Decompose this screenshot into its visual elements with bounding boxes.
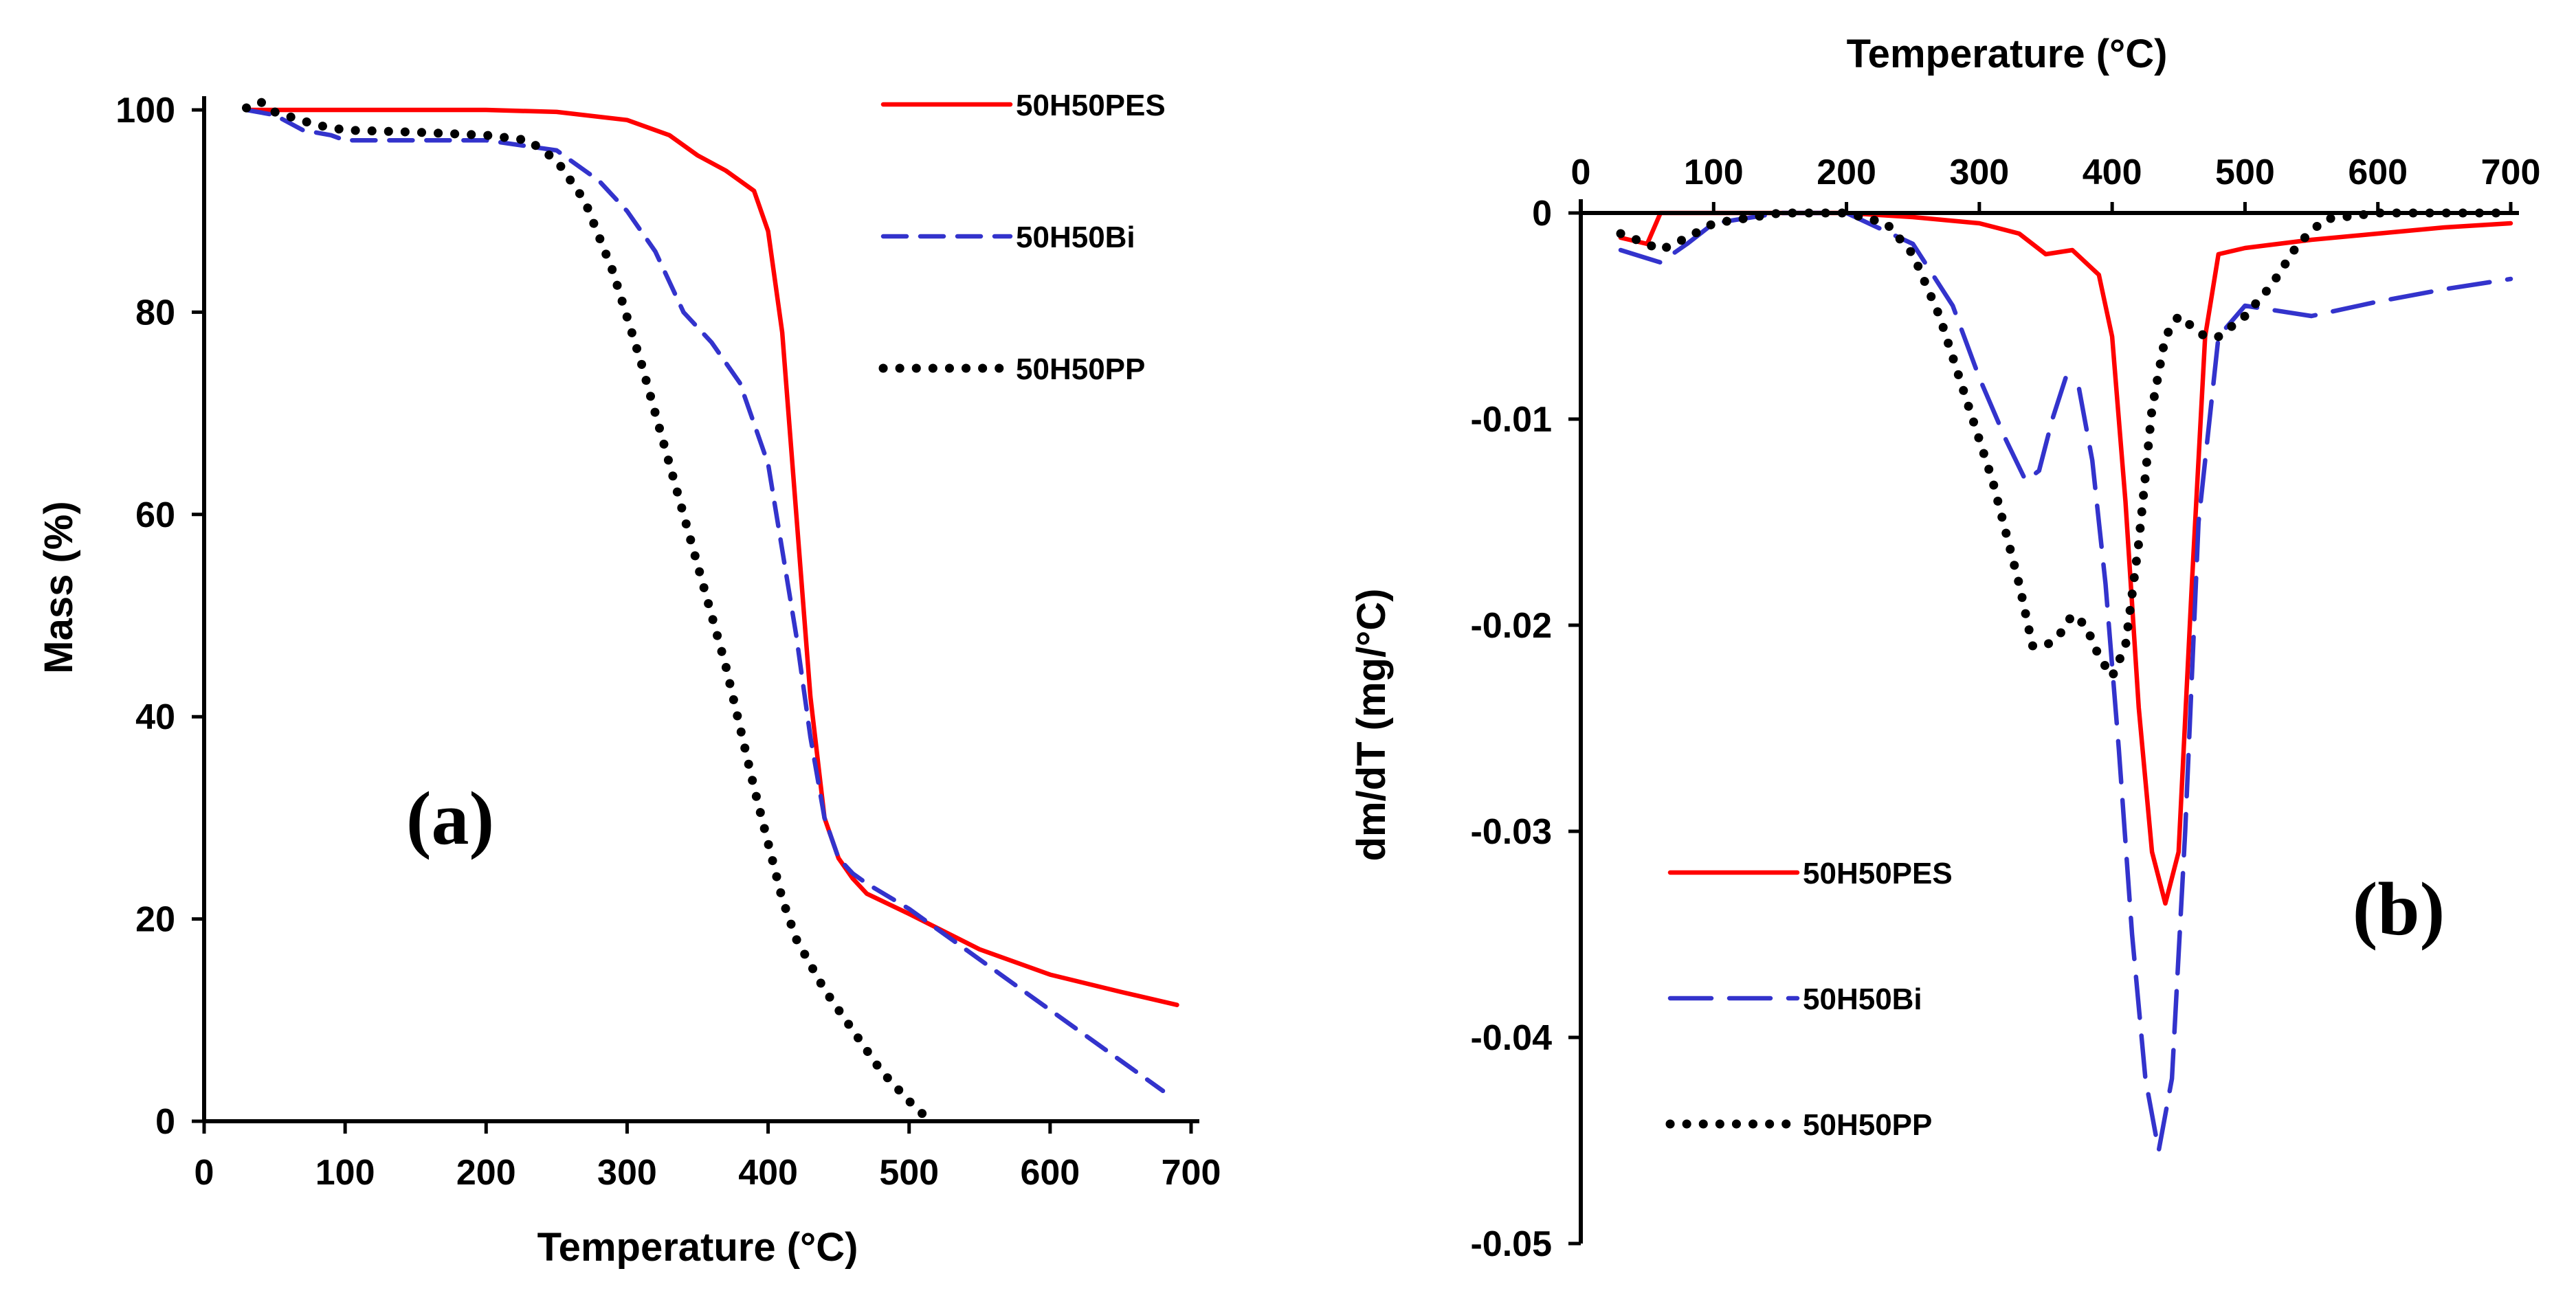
panel-b-legend-item: 50H50PP — [1665, 1108, 1932, 1142]
panel-a-legend-item: 50H50PES — [880, 89, 1166, 122]
panel-b-label: (b) — [2353, 867, 2445, 951]
panel-b-y-tick-label: -0.01 — [1470, 400, 1552, 440]
panel-b-x-tick-label: 600 — [2348, 153, 2408, 192]
panel-b-series-50h50bi — [1618, 210, 2513, 1154]
panel-b-x-axis-title: Temperature (°C) — [1847, 32, 2168, 76]
panel-a-y-tick-label: 100 — [115, 91, 175, 131]
panel-b-legend-item: 50H50Bi — [1667, 982, 1922, 1016]
panel-a-legend: 50H50PES 50H50Bi 50H50PP — [878, 89, 1166, 386]
panel-a-ticks: 0 100 200 300 400 500 600 700 0 20 40 60 80 100 — [115, 91, 1221, 1193]
panel-a-x-tick-label: 600 — [1020, 1153, 1080, 1193]
panel-a-x-tick-label: 700 — [1162, 1153, 1221, 1193]
panel-b-legend-label: 50H50PP — [1803, 1108, 1932, 1142]
panel-b-x-tick-label: 200 — [1817, 153, 1876, 192]
panel-b-y-tick-label: -0.05 — [1470, 1224, 1552, 1264]
panel-a-mass-chart: 0 100 200 300 400 500 600 700 0 20 40 60 80 100 Tempe… — [36, 89, 1221, 1270]
panel-a-x-tick-label: 500 — [879, 1153, 939, 1193]
panel-b-x-tick-label: 400 — [2083, 153, 2142, 192]
panel-a-y-axis-title: Mass (%) — [36, 501, 81, 673]
panel-a-axes — [202, 96, 1199, 1123]
panel-a-y-tick-label: 20 — [135, 900, 175, 940]
panel-a-y-tick-label: 40 — [135, 697, 175, 737]
panel-a-legend-item: 50H50Bi — [880, 221, 1135, 254]
panel-a-x-tick-label: 0 — [195, 1153, 214, 1193]
panel-b-legend-label: 50H50PES — [1803, 857, 1953, 890]
panel-a-legend-label: 50H50PES — [1016, 89, 1166, 122]
panel-b-derivative-chart: 0 100 200 300 400 500 600 700 0 -0.01 -0.02 -0.03 -0… — [1349, 32, 2540, 1264]
panel-b-y-tick-label: 0 — [1532, 194, 1552, 234]
panel-b-x-tick-label: 700 — [2481, 153, 2541, 192]
panel-b-x-tick-label: 300 — [1949, 153, 2009, 192]
panel-a-x-tick-label: 100 — [315, 1153, 375, 1193]
panel-b-y-tick-label: -0.04 — [1470, 1018, 1552, 1058]
panel-a-label: (a) — [406, 776, 494, 860]
panel-b-ticks: 0 100 200 300 400 500 600 700 0 -0.01 -0.02 -0.03 -0… — [1470, 153, 2540, 1264]
panel-a-x-tick-label: 400 — [738, 1153, 798, 1193]
panel-a-legend-label: 50H50Bi — [1016, 221, 1135, 254]
panel-b-y-tick-label: -0.03 — [1470, 812, 1552, 852]
panel-a-x-tick-label: 300 — [597, 1153, 657, 1193]
panel-a-y-tick-label: 60 — [135, 495, 175, 535]
panel-b-x-tick-label: 100 — [1684, 153, 1744, 192]
panel-b-y-tick-label: -0.02 — [1470, 606, 1552, 646]
panel-b-legend: 50H50PES 50H50Bi 50H50PP — [1665, 857, 1953, 1142]
panel-b-axes — [1579, 199, 2519, 1244]
panel-b-y-axis-title: dm/dT (mg/°C) — [1349, 589, 1394, 862]
panel-a-series-group — [242, 97, 1179, 1126]
panel-a-legend-label: 50H50PP — [1016, 352, 1145, 386]
panel-a-series-50h50bi — [244, 107, 1166, 1094]
panel-b-legend-item: 50H50PES — [1667, 857, 1953, 890]
panel-a-y-tick-label: 0 — [155, 1102, 175, 1142]
panel-a-legend-item: 50H50PP — [878, 352, 1145, 386]
panel-b-x-tick-label: 0 — [1571, 153, 1591, 192]
panel-b-x-tick-label: 500 — [2215, 153, 2275, 192]
panel-a-series-50h50pp — [242, 97, 935, 1126]
panel-a-x-axis-title: Temperature (°C) — [537, 1225, 858, 1270]
panel-a-y-tick-label: 80 — [135, 293, 175, 333]
panel-a-x-tick-label: 200 — [456, 1153, 516, 1193]
panel-b-legend-label: 50H50Bi — [1803, 982, 1922, 1016]
